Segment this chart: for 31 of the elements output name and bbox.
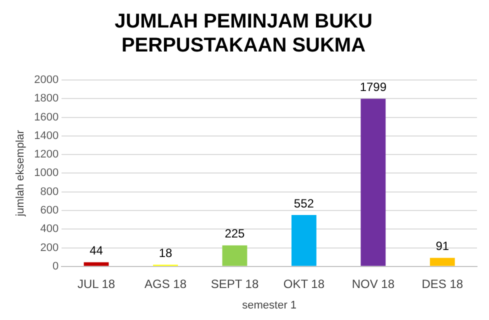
x-tick-label: NOV 18: [352, 276, 395, 291]
data-label: 552: [294, 196, 314, 210]
y-tick-label: 1000: [34, 167, 59, 180]
bar: [222, 245, 248, 266]
y-tick-label: 1800: [34, 92, 59, 105]
y-tick-label: 1600: [34, 111, 59, 124]
y-tick-label: 400: [40, 223, 59, 236]
x-tick-label: AGS 18: [144, 276, 187, 291]
y-tick-label: 800: [40, 186, 59, 198]
x-tick-label: DES 18: [422, 276, 464, 291]
chart-title: JUMLAH PEMINJAM BUKU PERPUSTAKAAN SUKMA: [114, 10, 372, 57]
bar: [430, 258, 455, 266]
x-tick-label: JUL 18: [77, 276, 116, 291]
data-label: 44: [90, 244, 104, 258]
x-tick-label: SEPT 18: [210, 276, 259, 291]
data-label: 91: [436, 239, 450, 254]
bar: [291, 214, 316, 266]
data-label: 1799: [360, 80, 387, 94]
y-tick-label: 2000: [34, 74, 59, 86]
y-tick-label: 1400: [34, 130, 59, 142]
data-label: 18: [158, 246, 172, 260]
y-tick-label: 600: [40, 204, 59, 217]
x-axis-title: semester 1: [242, 299, 297, 312]
y-tick-label: 1200: [34, 148, 59, 161]
y-axis-title: jumlah eksemplar: [14, 130, 27, 218]
y-tick-label: 0: [52, 260, 59, 272]
bar: [360, 98, 386, 266]
bar: [84, 262, 109, 266]
x-tick-label: OKT 18: [283, 276, 325, 291]
data-label: 225: [224, 226, 246, 241]
y-tick-label: 200: [40, 242, 59, 254]
